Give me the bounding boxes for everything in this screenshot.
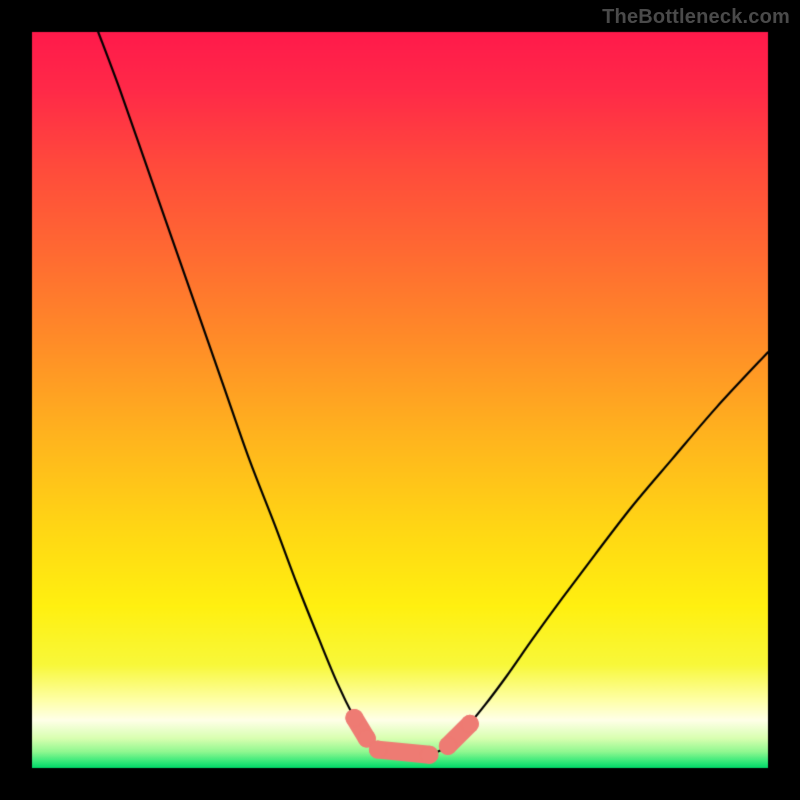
watermark-text: TheBottleneck.com xyxy=(602,6,790,29)
bottleneck-curve-chart xyxy=(0,0,800,800)
chart-container: TheBottleneck.com xyxy=(0,0,800,800)
